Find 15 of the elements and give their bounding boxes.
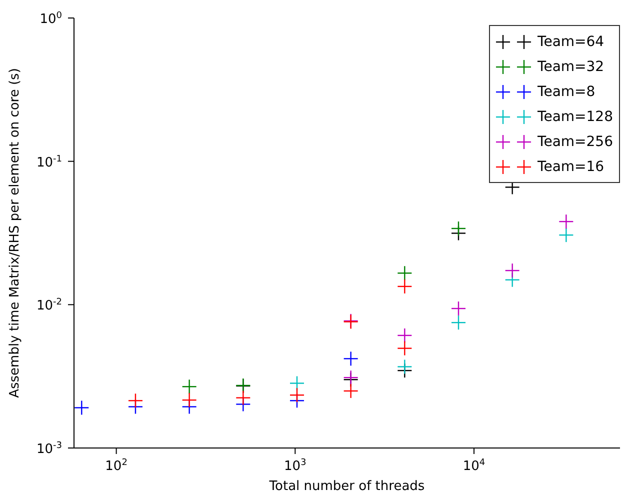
y-tick-label: 10$^{0}$: [40, 11, 62, 27]
x-tick-label: 10$^{3}$: [284, 458, 306, 474]
y-tick-label: 10$^{-2}$: [36, 298, 62, 314]
y-tick-label: 10$^{-3}$: [36, 441, 62, 457]
legend-label: Team=64: [538, 34, 604, 50]
legend-label: Team=128: [538, 108, 613, 124]
x-axis-title: Total number of threads: [268, 479, 425, 494]
y-axis-title: Assembly time Matrix/RHS per element on core (s): [8, 68, 23, 398]
legend-label: Team=16: [538, 158, 604, 174]
legend-label: Team=256: [538, 134, 613, 150]
legend-label: Team=32: [538, 58, 604, 74]
y-tick-label: 10$^{-1}$: [36, 154, 62, 170]
x-tick-label: 10$^{4}$: [462, 458, 486, 474]
legend-label: Team=8: [538, 84, 596, 100]
x-tick-label: 10$^{2}$: [105, 458, 128, 474]
